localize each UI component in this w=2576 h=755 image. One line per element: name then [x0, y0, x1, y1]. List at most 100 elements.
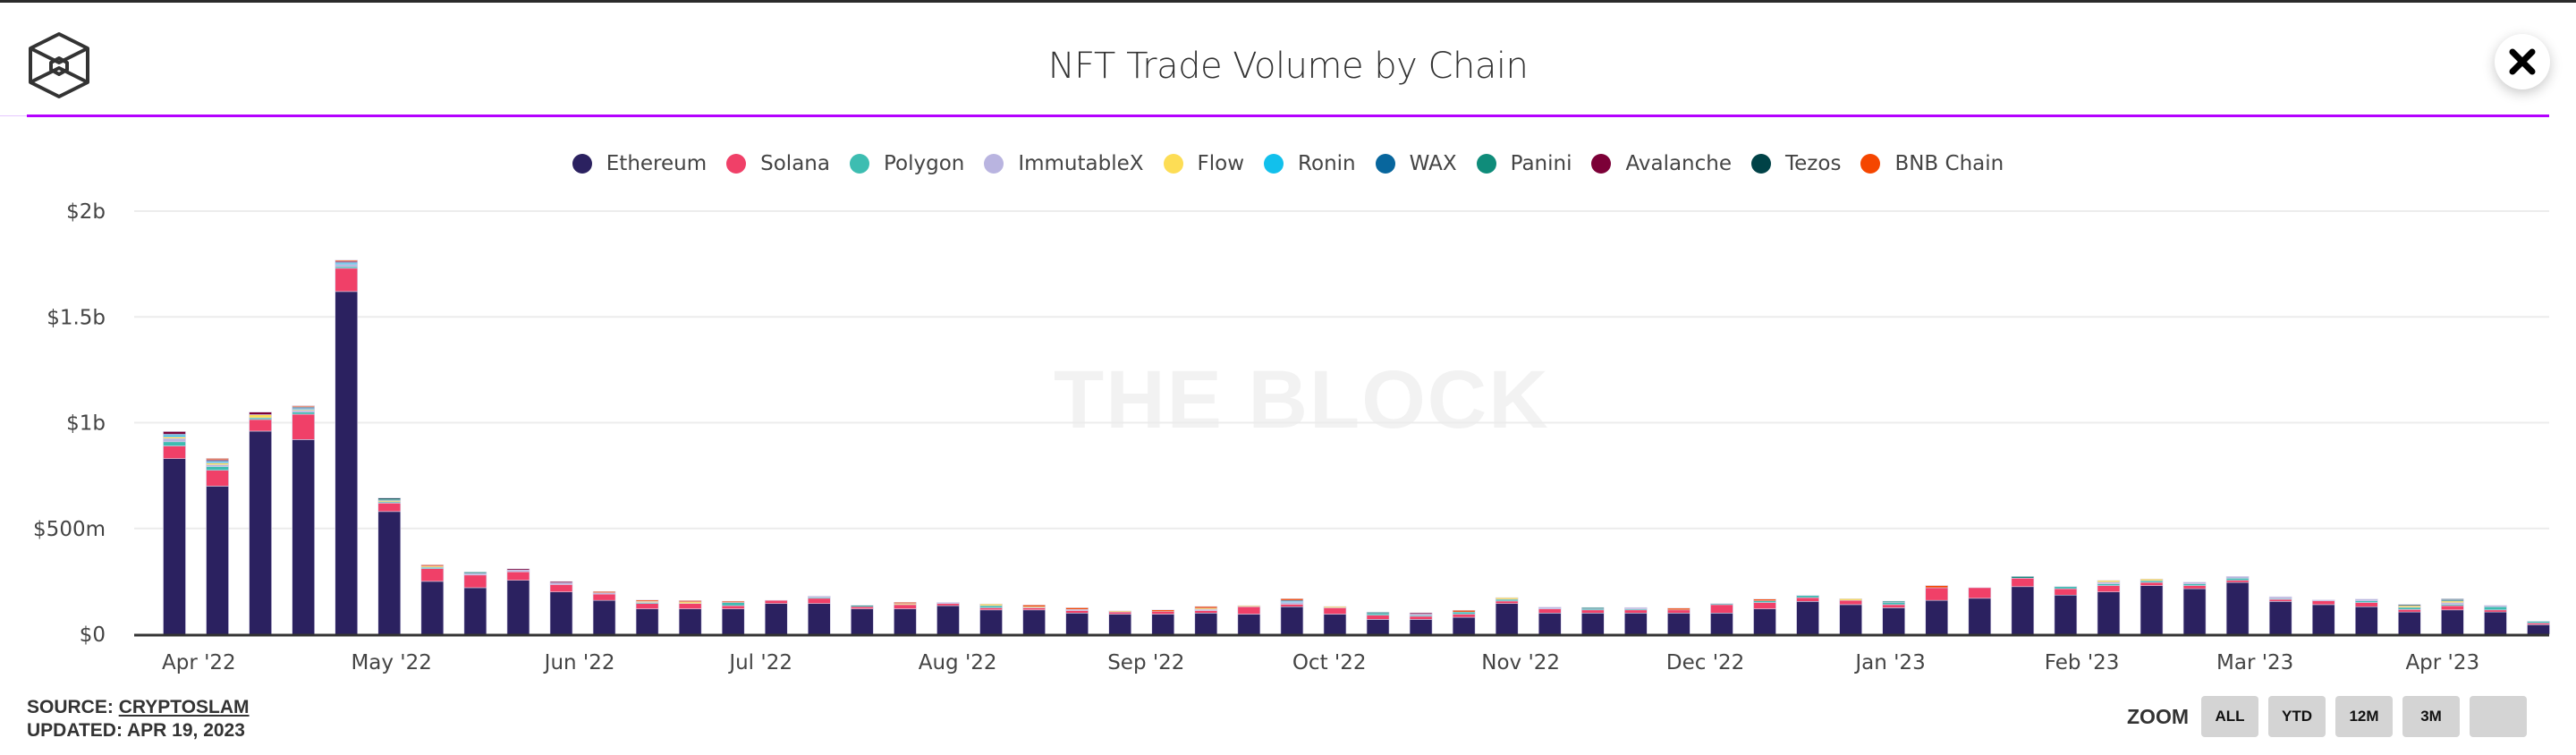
updated-date: UPDATED: APR 19, 2023 [27, 720, 245, 741]
y-tick-label: $2b [66, 200, 106, 224]
bar-segment-polygon [2225, 578, 2250, 581]
bar-segment-solana [2268, 598, 2292, 602]
bar-segment-panini [851, 605, 874, 607]
source-link[interactable]: CRYPTOSLAM [118, 697, 250, 717]
bar-segment-solana [635, 603, 659, 609]
bar-segment-ethereum [2054, 594, 2078, 635]
legend-label: BNB Chain [1894, 152, 2004, 175]
bar-segment-ethereum [206, 486, 229, 635]
browser-top-strip [0, 0, 2576, 3]
bar-segment-bnb-chain [678, 600, 702, 603]
bar-segment-ethereum [592, 599, 616, 635]
bar-segment-ethereum [1409, 619, 1433, 635]
bar-segment-immutablex [2484, 605, 2507, 607]
bar-segment-polygon [1452, 611, 1476, 615]
bar-segment-bnb-chain [335, 259, 359, 262]
bar-segment-ethereum [894, 608, 917, 635]
x-tick-label: Apr '22 [162, 651, 236, 674]
source-label: SOURCE: [27, 697, 119, 717]
chart-title: NFT Trade Volume by Chain [1047, 46, 1529, 87]
zoom-all-button[interactable]: ALL [2201, 696, 2258, 737]
zoom-custom-button[interactable] [2470, 696, 2527, 737]
legend-item-panini[interactable]: Panini [1476, 152, 1572, 175]
legend-label: Ethereum [606, 152, 708, 175]
legend-label: Flow [1197, 152, 1245, 175]
x-tick-label: Feb '23 [2045, 651, 2120, 674]
legend-label: Avalanche [1625, 152, 1733, 175]
bar-segment-bnb-chain [1280, 598, 1304, 601]
zoom-3m-button[interactable]: 3M [2402, 696, 2460, 737]
legend-item-bnb-chain[interactable]: BNB Chain [1860, 152, 2004, 175]
bar-segment-flow [1108, 610, 1131, 613]
bar-segment-solana [206, 470, 229, 487]
legend-item-flow[interactable]: Flow [1163, 152, 1245, 175]
bar-segment-bnb-chain [592, 590, 616, 593]
bar-segment-polygon [979, 605, 1003, 608]
bar-segment-ethereum [1925, 599, 1949, 635]
bar-segment-bnb-chain [1925, 585, 1949, 589]
legend-item-ethereum[interactable]: Ethereum [572, 152, 707, 175]
bar-segment-bnb-chain [206, 458, 229, 461]
bar-segment-ethereum [2140, 585, 2164, 635]
x-tick-label: Nov '22 [1481, 651, 1560, 674]
bar-segment-solana [163, 445, 186, 460]
bar-segment-solana [1237, 606, 1261, 615]
legend-swatch-icon [1860, 154, 1881, 174]
legend-item-wax[interactable]: WAX [1375, 152, 1457, 175]
y-tick-label: $1b [66, 412, 106, 436]
legend-item-immutablex[interactable]: ImmutableX [984, 152, 1144, 175]
legend-item-tezos[interactable]: Tezos [1751, 152, 1841, 175]
bar-segment-ethereum [1624, 613, 1648, 635]
stacked-bar-chart: $0 $500m $1b $1.5b $2b Apr '22 May '22 Jun '22 J… [33, 200, 2550, 674]
bar-segment-ethereum [1323, 614, 1347, 635]
bar-segment-solana [420, 568, 445, 582]
y-tick-label: $500m [33, 518, 106, 541]
bar-segment-ethereum [2441, 609, 2464, 635]
bar-segment-bnb-chain [1667, 607, 1690, 611]
bar-segment-solana [1409, 615, 1433, 620]
zoom-12m-button[interactable]: 12M [2335, 696, 2393, 737]
legend-label: Tezos [1785, 152, 1842, 175]
bar-segment-ethereum [1667, 613, 1690, 635]
close-x-icon [2509, 48, 2536, 75]
bar-segment-immutablex [335, 264, 359, 267]
close-button[interactable] [2495, 34, 2550, 89]
bar-segment-ethereum [335, 291, 359, 635]
bar-segment-ethereum [1839, 604, 1862, 635]
legend-item-ronin[interactable]: Ronin [1264, 152, 1356, 175]
bar-segment-solana [936, 603, 960, 607]
bar-segment-solana [2484, 609, 2507, 613]
bar-segment-ethereum [1280, 606, 1304, 635]
zoom-ytd-button[interactable]: YTD [2268, 696, 2326, 737]
bar-segment-bnb-chain [1151, 609, 1175, 612]
bar-segment-ethereum [1796, 601, 1819, 635]
bar-segment-solana [377, 503, 402, 513]
bar-segment-avalanche [549, 581, 573, 583]
bar-segment-flow [1237, 605, 1261, 607]
bar-segment-immutablex [2182, 581, 2207, 585]
bar-segment-ethereum [808, 603, 831, 635]
bar-segment-solana [808, 598, 831, 605]
bar-segment-solana [894, 604, 917, 609]
bar-segment-solana [1538, 608, 1562, 614]
bar-segment-tezos [2398, 604, 2421, 607]
bar-segment-immutablex [1538, 607, 1562, 609]
x-tick-label: Sep '22 [1107, 651, 1184, 674]
bar-segment-polygon [2054, 586, 2078, 590]
legend-item-polygon[interactable]: Polygon [849, 152, 964, 175]
bar-segment-ethereum [635, 608, 659, 635]
x-tick-label: Oct '22 [1292, 651, 1367, 674]
legend-swatch-icon [1476, 154, 1496, 174]
source-info: SOURCE: CRYPTOSLAM UPDATED: APR 19, 2023 [27, 696, 250, 742]
bar-segment-immutablex [2354, 598, 2378, 601]
bar-segment-solana [2441, 605, 2464, 611]
bar-segment-bnb-chain [420, 564, 445, 567]
bar-segment-polygon [2398, 607, 2421, 610]
bar-segment-immutablex [936, 602, 960, 605]
bar-segment-ethereum [721, 608, 745, 635]
x-tick-label: Dec '22 [1666, 651, 1744, 674]
legend-item-solana[interactable]: Solana [726, 152, 830, 175]
legend-item-avalanche[interactable]: Avalanche [1591, 152, 1732, 175]
bar-segment-ethereum [1452, 616, 1476, 635]
bar-segment-ethereum [377, 511, 402, 635]
